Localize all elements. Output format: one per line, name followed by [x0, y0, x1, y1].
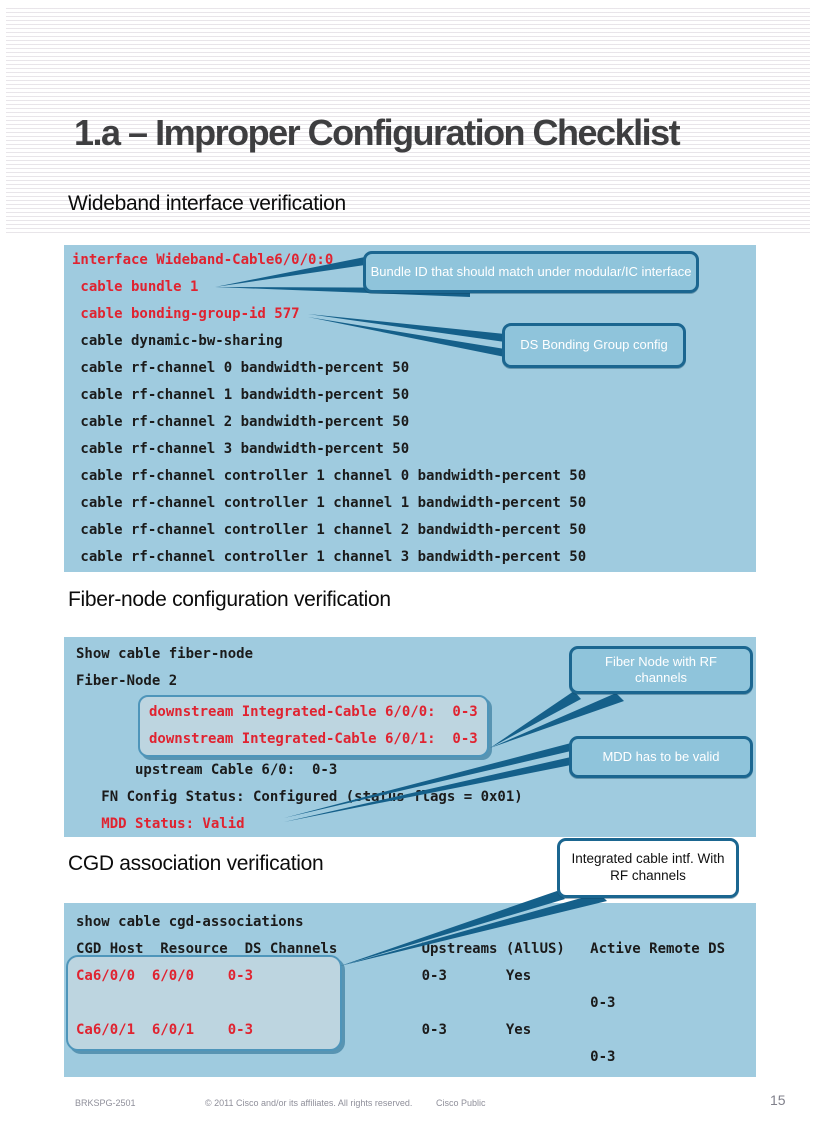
- top-stripe-texture: [6, 8, 810, 236]
- table-row: Ca6/0/0 6/0/0 0-3 0-3 Yes: [76, 963, 756, 990]
- downstream-highlight-box: downstream Integrated-Cable 6/0/0: 0-3 d…: [138, 695, 489, 757]
- code-line: Fiber-Node 2: [76, 673, 178, 689]
- cgd-values-cell: 0-3: [76, 1049, 616, 1065]
- table-row: Ca6/0/1 6/0/1 0-3 0-3 Yes: [76, 1017, 756, 1044]
- heading-cgd: CGD association verification: [68, 852, 324, 875]
- callout-mdd: MDD has to be valid: [569, 736, 753, 778]
- code-line: FN Config Status: Configured (status fla…: [76, 789, 523, 805]
- code-line: downstream Integrated-Cable 6/0/0: 0-3: [149, 704, 478, 720]
- cgd-host-cell: Ca6/0/1 6/0/1 0-3: [76, 1022, 254, 1038]
- callout-ds-bonding: DS Bonding Group config: [502, 323, 686, 368]
- callout-bundle-id: Bundle ID that should match under modula…: [363, 251, 699, 293]
- heading-fiber-node: Fiber-node configuration verification: [68, 588, 391, 611]
- code-line: cable rf-channel 1 bandwidth-percent 50: [72, 387, 410, 403]
- code-line: cable rf-channel controller 1 channel 2 …: [72, 522, 587, 538]
- session-id: BRKSPG-2501: [75, 1098, 136, 1108]
- copyright-text: © 2011 Cisco and/or its affiliates. All …: [205, 1098, 413, 1108]
- cgd-association-block: show cable cgd-associations CGD Host Res…: [64, 903, 756, 1077]
- table-row: 0-3: [76, 1044, 756, 1071]
- code-line: cable rf-channel controller 1 channel 1 …: [72, 495, 587, 511]
- slide-title: 1.a – Improper Configuration Checklist: [74, 112, 681, 153]
- cgd-values-cell: 0-3 Yes: [253, 968, 532, 984]
- callout-fiber-node: Fiber Node with RF channels: [569, 646, 753, 694]
- code-line: show cable cgd-associations: [76, 914, 304, 930]
- code-line: MDD Status: Valid: [76, 816, 245, 832]
- cgd-host-cell: Ca6/0/0 6/0/0 0-3: [76, 968, 254, 984]
- wideband-config-block: interface Wideband-Cable6/0/0:0 cable bu…: [64, 245, 756, 572]
- table-row: 0-3: [76, 990, 756, 1017]
- slide-footer: BRKSPG-2501 © 2011 Cisco and/or its affi…: [0, 1090, 816, 1118]
- page-number: 15: [770, 1092, 786, 1108]
- code-line: CGD Host Resource DS Channels Upstreams …: [76, 941, 726, 957]
- cgd-values-cell: 0-3: [76, 995, 616, 1011]
- code-line: cable rf-channel controller 1 channel 3 …: [72, 549, 587, 565]
- code-line: downstream Integrated-Cable 6/0/1: 0-3: [149, 731, 478, 747]
- code-line: cable rf-channel 3 bandwidth-percent 50: [72, 441, 410, 457]
- heading-wideband: Wideband interface verification: [68, 192, 346, 215]
- code-line: cable bonding-group-id 577: [72, 306, 300, 322]
- code-line: cable dynamic-bw-sharing: [72, 333, 283, 349]
- cgd-highlight-box: [66, 955, 342, 1051]
- code-line: cable bundle 1: [72, 279, 199, 295]
- code-line: cable rf-channel 2 bandwidth-percent 50: [72, 414, 410, 430]
- code-line: cable rf-channel controller 1 channel 0 …: [72, 468, 587, 484]
- classification-label: Cisco Public: [436, 1098, 486, 1108]
- callout-integrated-cable: Integrated cable intf. With RF channels: [557, 838, 739, 898]
- cgd-values-cell: 0-3 Yes: [253, 1022, 532, 1038]
- code-line: cable rf-channel 0 bandwidth-percent 50: [72, 360, 410, 376]
- code-line: Show cable fiber-node: [76, 646, 254, 662]
